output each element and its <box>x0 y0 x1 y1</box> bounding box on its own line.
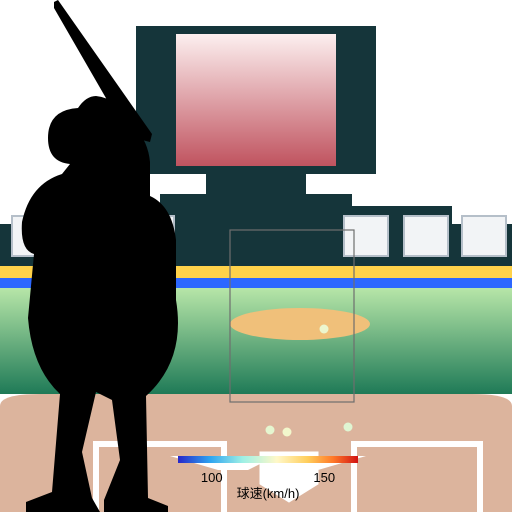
pitchers-mound <box>230 308 370 340</box>
speed-colorbar <box>178 456 358 463</box>
colorbar-tick: 150 <box>313 470 335 485</box>
colorbar-label: 球速(km/h) <box>237 486 300 501</box>
pitch-marker <box>344 423 353 432</box>
colorbar-tick: 100 <box>201 470 223 485</box>
pitch-marker <box>283 428 292 437</box>
pitch-location-chart: 100 150 球速(km/h) <box>0 0 512 512</box>
stadium-window <box>462 216 506 256</box>
stadium-window <box>344 216 388 256</box>
scoreboard-screen <box>176 34 336 166</box>
stadium-window <box>404 216 448 256</box>
pitch-marker <box>266 426 275 435</box>
pitch-marker <box>320 325 329 334</box>
